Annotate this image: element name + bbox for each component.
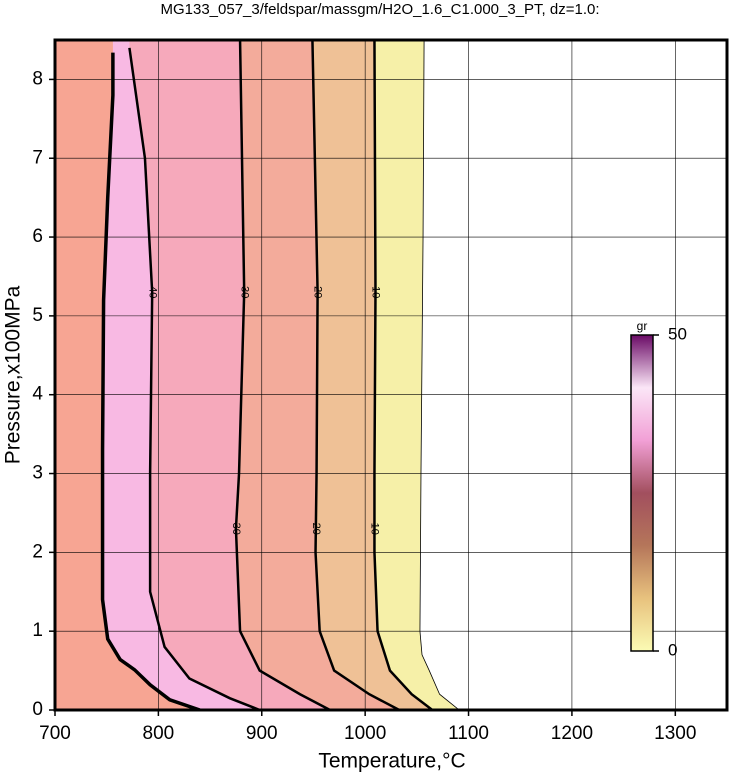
contour-label: 10 [370,286,382,298]
x-tick-label: 1300 [654,723,696,744]
y-tick-label: 3 [32,463,43,484]
y-tick-label: 2 [32,541,43,562]
y-tick-label: 1 [32,620,43,641]
contour-label: 20 [312,286,324,298]
x-tick-label: 1000 [344,723,386,744]
x-axis-label: Temperature,°C [318,750,465,773]
plot-area: 10 10 20 20 30 30 40 [55,40,727,710]
y-axis-label: Pressure,x100MPa [2,285,25,464]
contour-label: 40 [146,286,158,298]
colorbar-tick-label: 50 [668,324,687,343]
contour-line [373,40,434,710]
colorbar-label: gr [637,319,648,333]
contour-line [234,40,331,710]
y-tick-label: 6 [32,226,43,247]
x-tick-label: 1100 [448,723,489,744]
contour-line [128,47,261,710]
x-tick-label: 800 [143,723,175,744]
y-tick-label: 4 [32,384,43,405]
x-tick-label: 1200 [551,723,593,744]
y-tick-label: 7 [32,147,43,168]
x-tick-label: 700 [39,723,71,744]
colorbar-tick-label: 0 [668,640,677,659]
plot-frame [53,38,729,712]
contour-label: 30 [238,286,250,298]
y-tick-label: 5 [32,305,43,326]
colorbar [630,334,654,652]
y-tick-label: 0 [32,699,43,720]
contour-line [419,40,460,710]
contour-label: 20 [310,523,322,535]
contour-line [100,52,201,710]
y-tick-label: 8 [32,68,43,89]
contour-label: 10 [369,523,381,535]
contour-fill [55,40,200,710]
x-tick-label: 900 [246,723,278,744]
contour-label: 30 [230,523,242,535]
chart-title: MG133_057_3/feldspar/massgm/H2O_1.6_C1.0… [160,1,599,18]
contour-line [311,40,400,710]
